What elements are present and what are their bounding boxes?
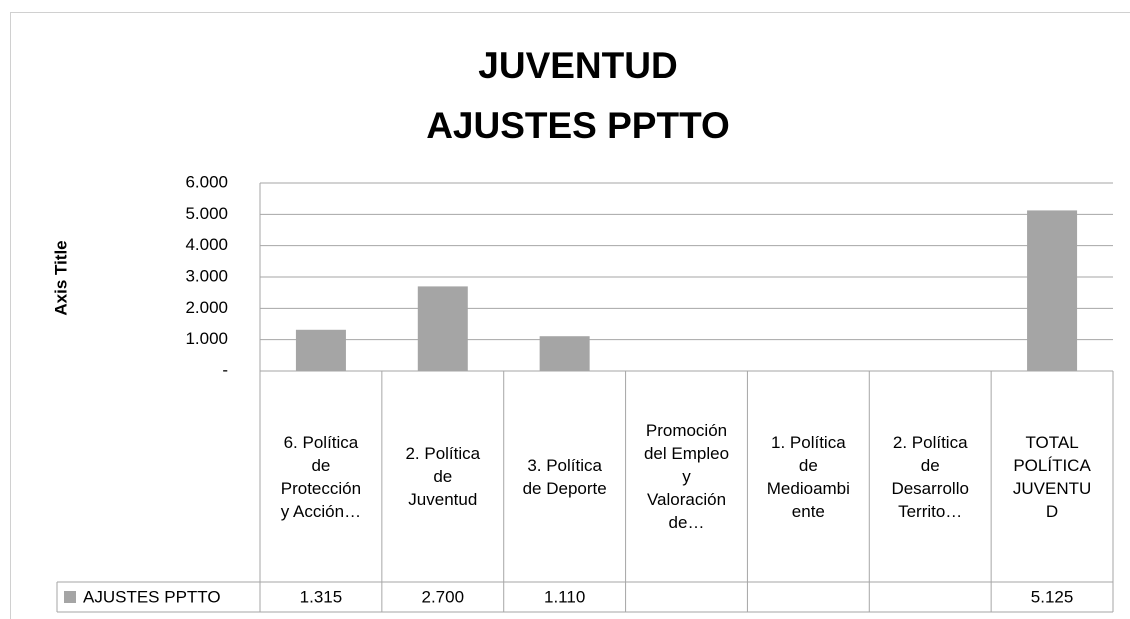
y-tick-label: 6.000 [185,172,228,191]
x-tick-label: TOTAL POLÍTICA JUVENTUD [1007,373,1097,580]
x-tick-label: 6. Política de Protección y Acción… [276,373,366,580]
data-label: 1.110 [544,587,585,606]
category-text: 2. Política de Juventud [405,444,481,509]
data-label: 1.315 [300,587,343,606]
x-tick-label: Promoción del Empleo y Valoración de… [642,373,732,580]
bar [295,329,346,371]
chart-title: AJUSTES PPTTO [426,105,730,146]
category-text: TOTAL POLÍTICA JUVENTUD [1012,432,1092,521]
x-tick-label: 2. Política de Juventud [398,373,488,580]
y-tick-label: - [222,360,228,379]
category-text: 6. Política de Protección y Acción… [280,432,362,521]
category-text: Promoción del Empleo y Valoración de… [643,421,730,532]
chart-title: JUVENTUD [478,45,677,86]
bar [417,286,468,371]
bar [539,336,590,371]
y-axis-title: Axis Title [51,240,70,315]
category-text: 1. Política de Medioambiente [766,432,850,521]
chart-frame [10,12,1130,619]
y-tick-label: 4.000 [185,235,228,254]
y-tick-label: 5.000 [185,204,228,223]
category-text: 3. Política de Deporte [522,455,607,498]
data-label: 5.125 [1031,587,1074,606]
x-tick-label: 1. Política de Medioambiente [763,373,853,580]
legend-key [64,591,76,603]
y-tick-label: 2.000 [185,298,228,317]
bar [1027,210,1078,371]
y-tick-label: 1.000 [185,329,228,348]
x-tick-label: 2. Política de Desarrollo Territo… [885,373,975,580]
legend-label: AJUSTES PPTTO [83,587,221,606]
data-label: 2.700 [422,587,465,606]
y-tick-label: 3.000 [185,266,228,285]
category-text: 2. Política de Desarrollo Territo… [891,432,969,521]
x-tick-label: 3. Política de Deporte [520,373,610,580]
